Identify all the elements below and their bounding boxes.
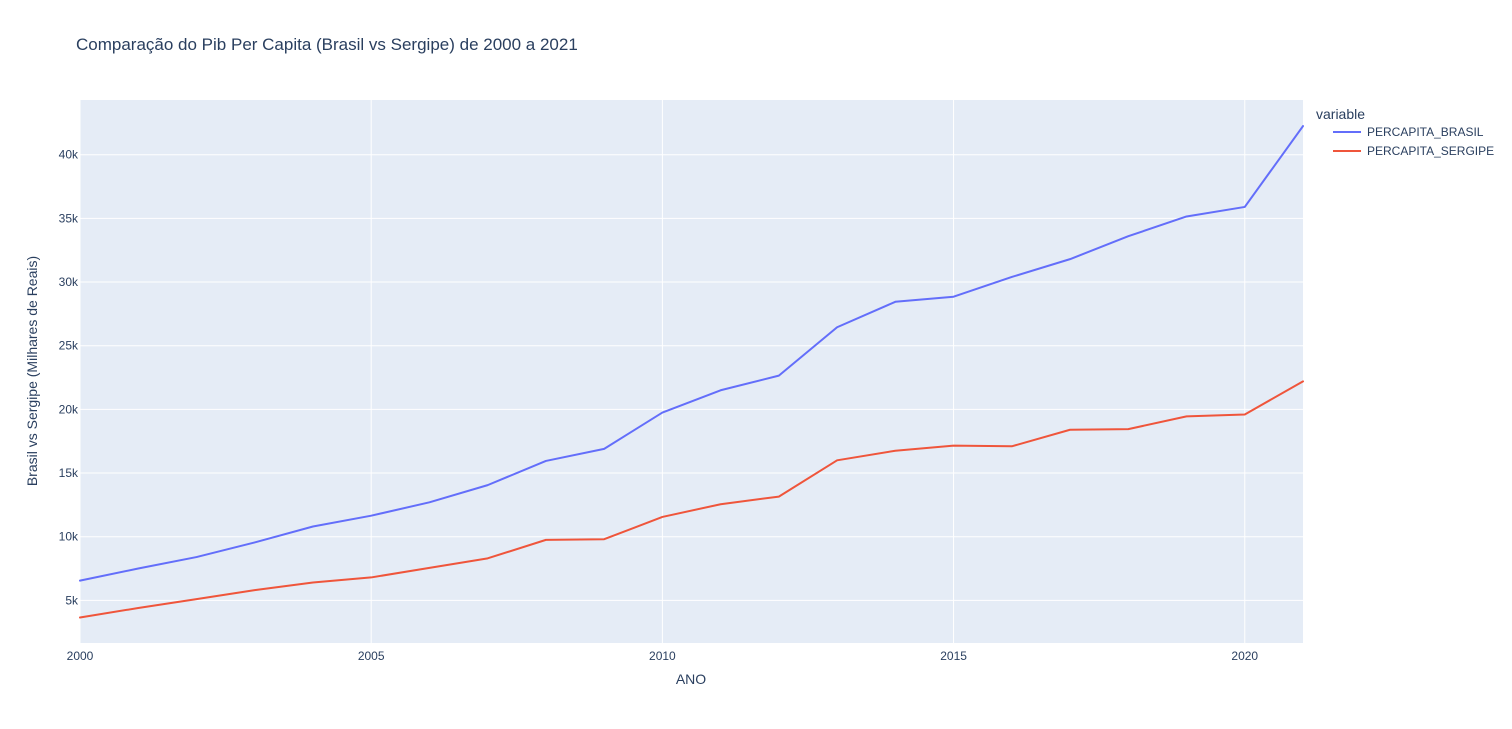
y-tick-label: 20k bbox=[59, 402, 79, 416]
y-tick-label: 15k bbox=[59, 466, 79, 480]
x-tick-label: 2000 bbox=[67, 649, 94, 663]
y-axis-label: Brasil vs Sergipe (Milhares de Reais) bbox=[24, 256, 40, 486]
x-tick-label: 2010 bbox=[649, 649, 676, 663]
series-line-percapita-brasil bbox=[79, 125, 1304, 582]
plot-area bbox=[80, 100, 1303, 643]
y-tick-label: 25k bbox=[59, 339, 79, 353]
y-tick-label: 10k bbox=[59, 530, 79, 544]
y-tick-label: 5k bbox=[65, 593, 79, 607]
series-lines bbox=[79, 125, 1304, 619]
series-line-percapita-sergipe bbox=[79, 380, 1304, 619]
legend-label: PERCAPITA_SERGIPE bbox=[1367, 144, 1494, 158]
x-gridlines bbox=[79, 100, 1246, 643]
y-axis-ticks: 5k 10k 15k 20k 25k 30k 35k 40k bbox=[59, 148, 79, 608]
x-tick-label: 2005 bbox=[358, 649, 385, 663]
y-gridlines bbox=[80, 154, 1303, 601]
y-tick-label: 40k bbox=[59, 148, 79, 162]
legend-title: variable bbox=[1316, 106, 1365, 122]
legend-item-percapita-sergipe[interactable]: PERCAPITA_SERGIPE bbox=[1333, 144, 1494, 158]
y-tick-label: 30k bbox=[59, 275, 79, 289]
x-tick-label: 2015 bbox=[940, 649, 967, 663]
x-axis-ticks: 2000 2005 2010 2015 2020 bbox=[67, 649, 1259, 663]
x-tick-label: 2020 bbox=[1231, 649, 1258, 663]
x-axis-label: ANO bbox=[676, 671, 706, 687]
y-tick-label: 35k bbox=[59, 211, 79, 225]
legend: variable PERCAPITA_BRASIL PERCAPITA_SERGI… bbox=[1316, 106, 1494, 158]
legend-item-percapita-brasil[interactable]: PERCAPITA_BRASIL bbox=[1333, 125, 1484, 139]
chart-title: Comparação do Pib Per Capita (Brasil vs … bbox=[76, 35, 578, 54]
legend-label: PERCAPITA_BRASIL bbox=[1367, 125, 1484, 139]
